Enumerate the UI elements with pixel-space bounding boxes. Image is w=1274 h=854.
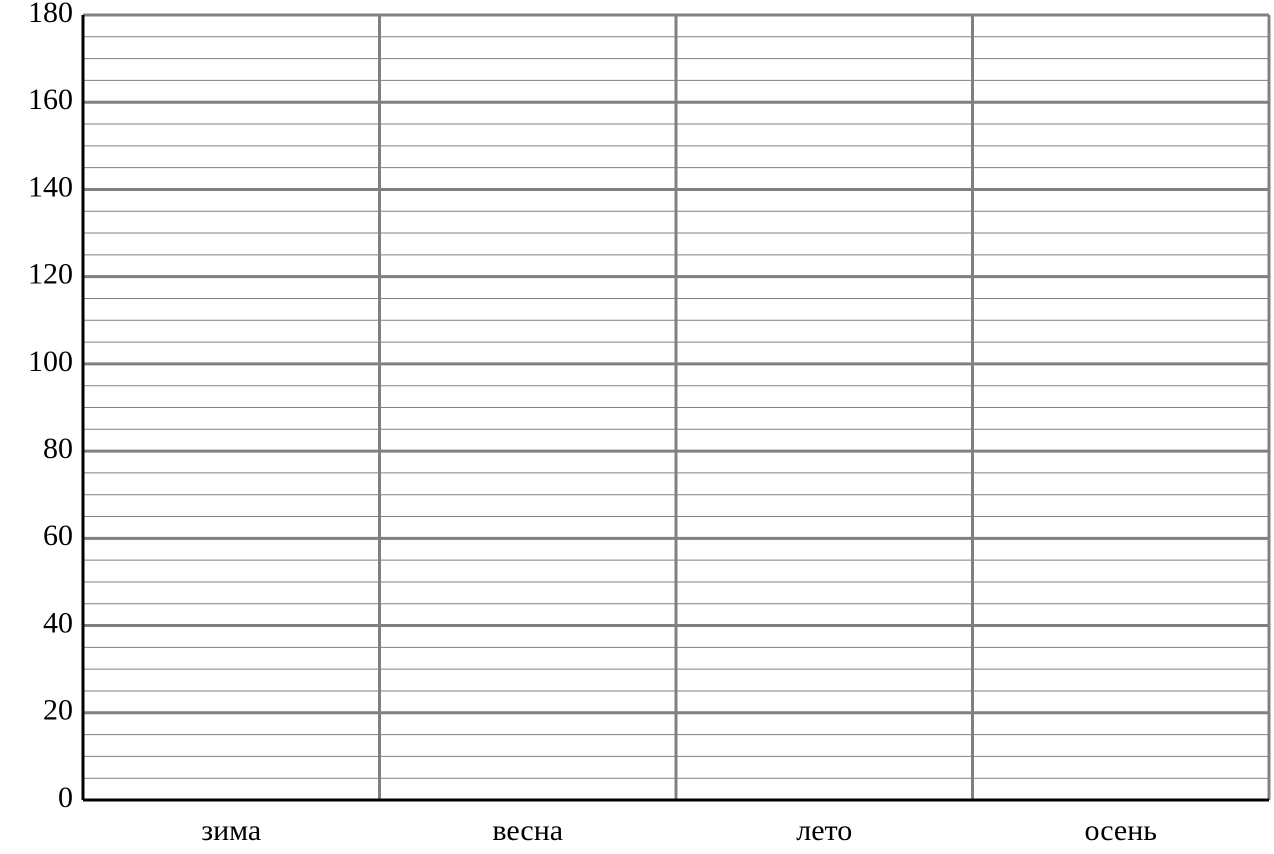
x-category-label: осень <box>1085 814 1157 847</box>
x-category-label: весна <box>492 814 563 847</box>
y-tick-label: 20 <box>43 694 73 727</box>
y-tick-label: 180 <box>28 0 73 29</box>
y-tick-label: 140 <box>28 170 73 203</box>
y-tick-label: 0 <box>58 781 73 814</box>
plot-background <box>0 0 1274 854</box>
x-category-label: зима <box>201 814 261 847</box>
y-tick-label: 40 <box>43 606 73 639</box>
x-category-label: лето <box>796 814 852 847</box>
chart-container: 0 20 40 60 80 100 120 140 160 180 зима весна лето осе… <box>0 0 1274 854</box>
y-tick-label: 160 <box>28 83 73 116</box>
grid-chart: 0 20 40 60 80 100 120 140 160 180 зима весна лето осе… <box>0 0 1274 854</box>
y-tick-label: 100 <box>28 345 73 378</box>
y-tick-label: 120 <box>28 258 73 291</box>
y-tick-label: 80 <box>43 432 73 465</box>
y-tick-label: 60 <box>43 519 73 552</box>
